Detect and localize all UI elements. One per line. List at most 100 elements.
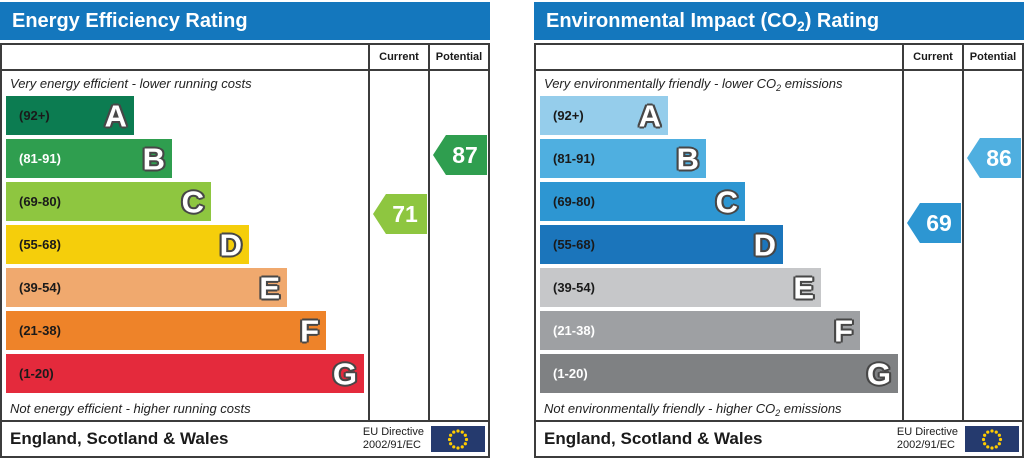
band-range-label: (55-68)	[19, 237, 61, 252]
band-bar-b: (81-91) B	[540, 139, 706, 178]
band-row-d: (55-68) D	[540, 225, 902, 264]
bands-area: Very energy efficient - lower running co…	[2, 71, 368, 420]
chart-frame: Current Potential Very environmentally f…	[534, 43, 1024, 458]
band-bar-c: (69-80) C	[6, 182, 211, 221]
chart-footer: England, Scotland & Wales EU Directive 2…	[2, 420, 488, 456]
band-range-label: (81-91)	[19, 151, 61, 166]
band-row-a: (92+) A	[540, 96, 902, 135]
band-letter: G	[332, 356, 357, 391]
eu-directive-line2: 2002/91/EC	[362, 439, 421, 451]
band-row-e: (39-54) E	[6, 268, 368, 307]
band-range-label: (1-20)	[553, 366, 588, 381]
chart-title-suffix: ) Rating	[804, 10, 880, 32]
current-column: 71	[368, 71, 428, 420]
current-column-header: Current	[368, 45, 428, 69]
current-rating-arrow: 71	[373, 194, 427, 234]
current-column-header: Current	[902, 45, 962, 69]
band-letter: G	[866, 356, 891, 391]
top-note-text: Very energy efficient - lower running co…	[10, 76, 252, 91]
top-note-subscript: 2	[776, 82, 782, 93]
top-note-text: Very environmentally friendly - lower CO	[544, 76, 777, 91]
current-rating-value: 71	[392, 200, 418, 227]
band-row-b: (81-91) B	[6, 139, 368, 178]
environmental-impact-chart: Environmental Impact (CO2) Rating Curren…	[534, 2, 1024, 458]
band-range-label: (69-80)	[19, 194, 61, 209]
band-bar-e: (39-54) E	[6, 268, 287, 307]
top-scale-note: Very energy efficient - lower running co…	[6, 75, 368, 92]
band-letter: A	[104, 98, 127, 133]
band-letter: F	[300, 313, 319, 348]
chart-title-text: Environmental Impact (CO	[546, 10, 798, 32]
current-column: 69	[902, 71, 962, 420]
band-range-label: (1-20)	[19, 366, 54, 381]
band-range-label: (69-80)	[553, 194, 595, 209]
band-letter: D	[219, 227, 242, 262]
band-letter: C	[715, 184, 738, 219]
chart-frame: Current Potential Very energy efficient …	[0, 43, 490, 458]
band-bar-c: (69-80) C	[540, 182, 745, 221]
bottom-note-suffix: emissions	[780, 401, 842, 416]
bottom-note-text: Not environmentally friendly - higher CO	[544, 401, 776, 416]
potential-column-header: Potential	[962, 45, 1022, 69]
column-header-row: Current Potential	[2, 45, 488, 71]
header-spacer	[2, 45, 368, 69]
band-letter: D	[753, 227, 776, 262]
band-bar-e: (39-54) E	[540, 268, 821, 307]
chart-footer: England, Scotland & Wales EU Directive 2…	[536, 420, 1022, 456]
eu-directive-line1: EU Directive	[362, 426, 424, 438]
band-row-c: (69-80) C	[6, 182, 368, 221]
band-row-f: (21-38) F	[6, 311, 368, 350]
band-range-label: (92+)	[19, 108, 50, 123]
potential-rating-value: 86	[986, 144, 1012, 171]
band-range-label: (81-91)	[553, 151, 595, 166]
band-letter: C	[181, 184, 204, 219]
band-row-f: (21-38) F	[540, 311, 902, 350]
band-range-label: (39-54)	[19, 280, 61, 295]
current-rating-value: 69	[926, 209, 952, 236]
band-row-e: (39-54) E	[540, 268, 902, 307]
eu-directive-label: EU Directive 2002/91/EC	[897, 426, 958, 452]
chart-title: Environmental Impact (CO2) Rating	[534, 2, 1024, 40]
band-bar-f: (21-38) F	[6, 311, 326, 350]
top-scale-note: Very environmentally friendly - lower CO…	[540, 75, 902, 93]
band-row-g: (1-20) G	[540, 354, 902, 393]
potential-rating-value: 87	[452, 141, 478, 168]
eu-directive-line1: EU Directive	[896, 426, 958, 438]
band-bar-d: (55-68) D	[6, 225, 249, 264]
band-row-g: (1-20) G	[6, 354, 368, 393]
eu-directive-line2: 2002/91/EC	[896, 439, 955, 451]
band-bar-a: (92+) A	[540, 96, 668, 135]
bottom-scale-note: Not energy efficient - higher running co…	[6, 400, 368, 417]
bands-area: Very environmentally friendly - lower CO…	[536, 71, 902, 420]
band-letter: A	[638, 98, 661, 133]
band-range-label: (39-54)	[553, 280, 595, 295]
band-row-a: (92+) A	[6, 96, 368, 135]
band-row-b: (81-91) B	[540, 139, 902, 178]
band-bar-g: (1-20) G	[540, 354, 898, 393]
band-bar-b: (81-91) B	[6, 139, 172, 178]
potential-column: 86	[962, 71, 1022, 420]
band-range-label: (92+)	[553, 108, 584, 123]
band-range-label: (21-38)	[19, 323, 61, 338]
band-range-label: (21-38)	[553, 323, 595, 338]
band-letter: F	[834, 313, 853, 348]
potential-column-header: Potential	[428, 45, 488, 69]
chart-title-text: Energy Efficiency Rating	[12, 10, 248, 32]
band-bar-f: (21-38) F	[540, 311, 860, 350]
eu-flag-icon	[965, 426, 1019, 452]
eu-flag-icon	[431, 426, 485, 452]
chart-title-subscript: 2	[797, 19, 805, 35]
band-letter: B	[676, 141, 699, 176]
bottom-note-text: Not energy efficient - higher running co…	[10, 401, 251, 416]
current-rating-arrow: 69	[907, 203, 961, 243]
band-row-c: (69-80) C	[540, 182, 902, 221]
chart-body: Very energy efficient - lower running co…	[2, 71, 488, 420]
bottom-note-subscript: 2	[775, 407, 781, 418]
band-letter: E	[793, 270, 814, 305]
band-row-d: (55-68) D	[6, 225, 368, 264]
band-letter: B	[142, 141, 165, 176]
band-letter: E	[259, 270, 280, 305]
bottom-scale-note: Not environmentally friendly - higher CO…	[540, 400, 902, 418]
chart-title: Energy Efficiency Rating	[0, 2, 490, 40]
band-bar-a: (92+) A	[6, 96, 134, 135]
